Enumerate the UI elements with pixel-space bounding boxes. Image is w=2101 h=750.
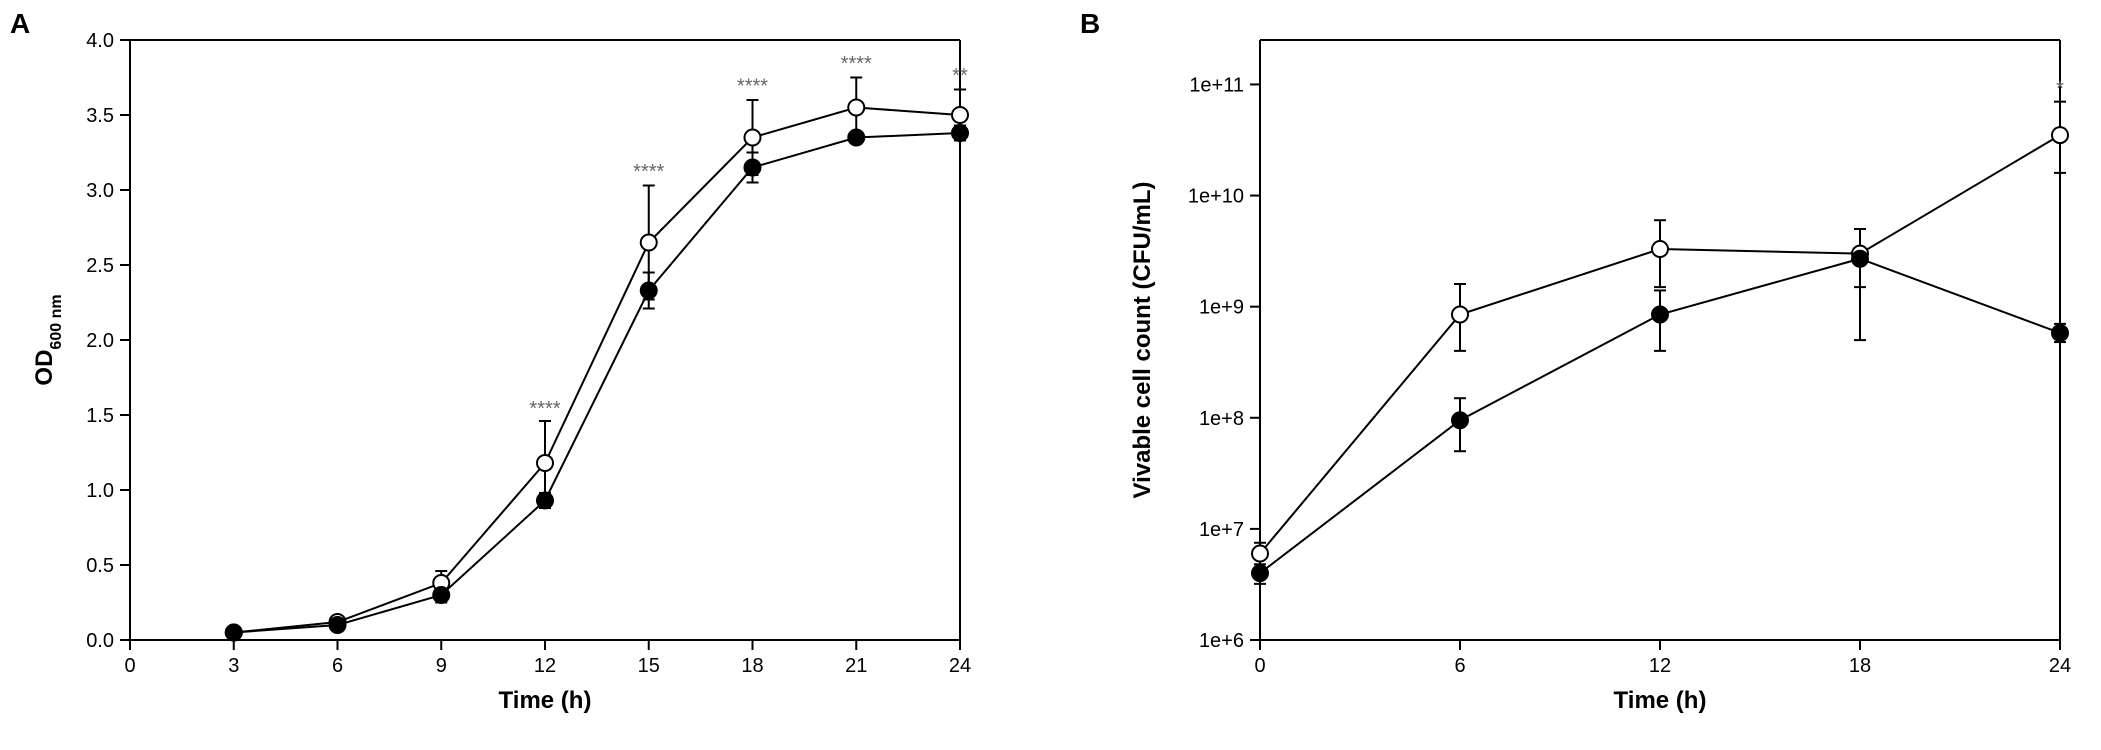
svg-text:0: 0 (1254, 655, 1265, 677)
svg-text:6: 6 (1454, 655, 1465, 677)
svg-text:Time (h): Time (h) (499, 687, 592, 714)
svg-text:****: **** (841, 53, 872, 75)
svg-text:18: 18 (1849, 655, 1871, 677)
svg-text:1.0: 1.0 (86, 480, 114, 502)
svg-text:0.0: 0.0 (86, 630, 114, 652)
svg-text:6: 6 (332, 655, 343, 677)
svg-text:1.5: 1.5 (86, 405, 114, 427)
svg-text:1e+10: 1e+10 (1188, 186, 1244, 208)
svg-text:Vivable cell count (CFU/mL): Vivable cell count (CFU/mL) (1129, 182, 1156, 499)
svg-text:****: **** (529, 398, 560, 420)
svg-text:OD600 nm: OD600 nm (31, 294, 65, 385)
svg-text:*: * (2056, 78, 2064, 100)
svg-text:3: 3 (228, 655, 239, 677)
svg-text:12: 12 (534, 655, 556, 677)
svg-text:1e+8: 1e+8 (1199, 408, 1244, 430)
svg-text:15: 15 (638, 655, 660, 677)
svg-text:3.5: 3.5 (86, 105, 114, 127)
svg-text:3.0: 3.0 (86, 180, 114, 202)
svg-text:9: 9 (436, 655, 447, 677)
panel-b-chart: 0 6 12 18 24 1e+6 1e+7 1e+8 1e+9 1e+10 1e+11 Time (… (1050, 0, 2101, 750)
svg-text:1e+11: 1e+11 (1189, 74, 1244, 96)
figure: A B 036912151821240.00.51.01.52.02.53.03… (0, 0, 2101, 750)
svg-text:**: ** (952, 65, 968, 87)
svg-text:21: 21 (845, 655, 867, 677)
svg-text:2.5: 2.5 (86, 255, 114, 277)
svg-text:Time (h): Time (h) (1614, 687, 1707, 714)
svg-text:12: 12 (1649, 655, 1671, 677)
svg-text:24: 24 (2049, 655, 2071, 677)
svg-text:****: **** (633, 161, 664, 183)
svg-text:****: **** (737, 76, 768, 98)
svg-text:0: 0 (124, 655, 135, 677)
svg-text:24: 24 (949, 655, 971, 677)
svg-text:2.0: 2.0 (86, 330, 114, 352)
svg-text:18: 18 (741, 655, 763, 677)
svg-text:1e+6: 1e+6 (1199, 630, 1244, 652)
svg-text:4.0: 4.0 (86, 30, 114, 52)
svg-text:1e+9: 1e+9 (1199, 297, 1244, 319)
svg-text:1e+7: 1e+7 (1199, 519, 1244, 541)
panel-a-chart: 0 3 6 9 12 15 18 21 24 0.0 0.5 1.0 1.5 2.0 2.5 3.0 3.5 4.… (0, 0, 1050, 750)
svg-text:0.5: 0.5 (86, 555, 114, 577)
